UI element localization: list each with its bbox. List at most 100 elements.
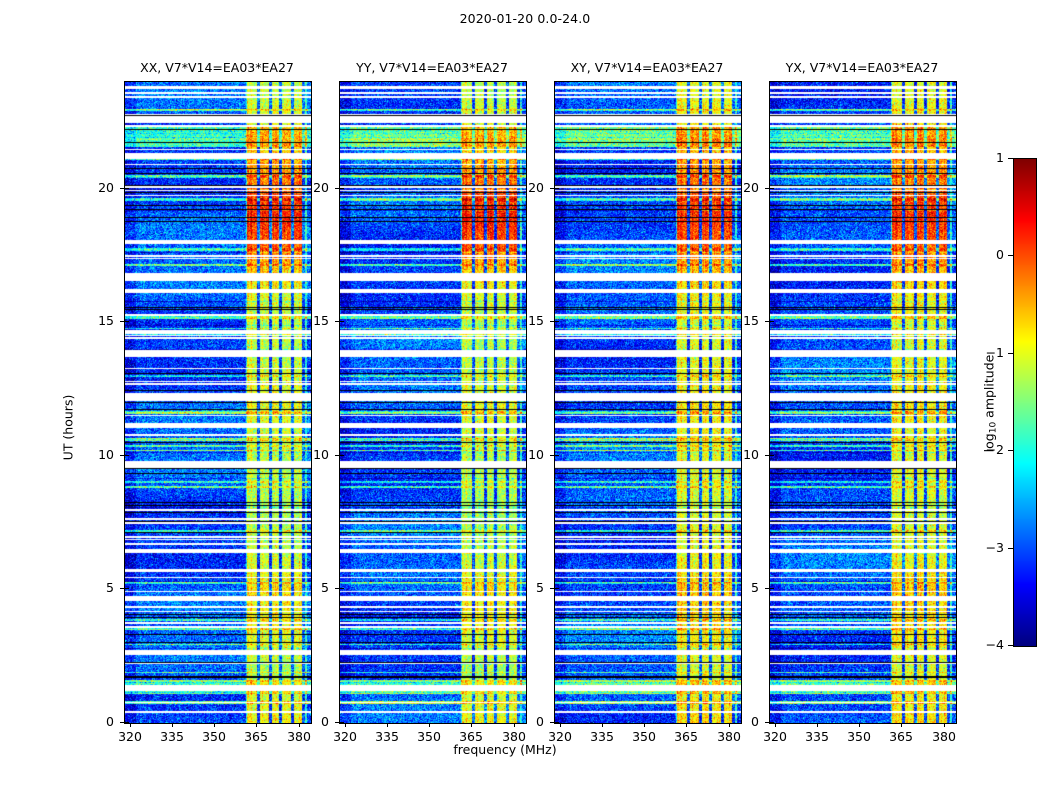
y-tick-label: 10: [528, 447, 544, 462]
y-tick: [120, 722, 129, 723]
y-tick: [765, 722, 774, 723]
colorbar-tick: [1008, 450, 1013, 451]
y-tick: [335, 321, 344, 322]
y-tick-label: 0: [106, 714, 114, 729]
colorbar-tick: [1008, 548, 1013, 549]
panel-title-xx: XX, V7*V14=EA03*EA27: [140, 60, 294, 75]
x-tick: [602, 723, 603, 727]
y-tick-label: 20: [743, 180, 759, 195]
y-tick-label: 5: [106, 580, 114, 595]
x-tick: [172, 723, 173, 727]
x-tick: [299, 723, 300, 727]
y-axis-label: UT (hours): [60, 394, 76, 461]
x-tick-label: 335: [375, 729, 399, 744]
colorbar-gradient: [1014, 159, 1036, 646]
x-tick-label: 365: [889, 729, 913, 744]
x-tick-label: 335: [160, 729, 184, 744]
figure-suptitle: 2020-01-20 0.0-24.0: [459, 11, 591, 26]
x-tick-label: 320: [118, 729, 142, 744]
y-tick: [550, 188, 559, 189]
panel-title-yy: YY, V7*V14=EA03*EA27: [356, 60, 508, 75]
y-tick: [765, 455, 774, 456]
y-tick: [550, 455, 559, 456]
x-tick: [944, 723, 945, 727]
x-tick: [345, 723, 346, 727]
x-tick: [256, 723, 257, 727]
y-tick-label: 10: [743, 447, 759, 462]
colorbar-tick-label: −3: [985, 540, 1004, 555]
panel-title-yx: YX, V7*V14=EA03*EA27: [785, 60, 939, 75]
x-tick: [429, 723, 430, 727]
colorbar-label: log10 amplitude: [982, 314, 999, 494]
colorbar-tick: [1008, 645, 1013, 646]
y-tick-label: 10: [313, 447, 329, 462]
y-tick: [335, 455, 344, 456]
spectrum-panel-yy[interactable]: [339, 81, 527, 724]
y-tick: [120, 321, 129, 322]
x-tick: [130, 723, 131, 727]
y-tick-label: 20: [313, 180, 329, 195]
colorbar-label-text: log10 amplitude: [981, 354, 999, 453]
spectrum-panel-xx[interactable]: [124, 81, 312, 724]
x-tick-label: 320: [548, 729, 572, 744]
x-tick-label: 365: [674, 729, 698, 744]
x-tick-label: 335: [805, 729, 829, 744]
y-tick-label: 5: [751, 580, 759, 595]
y-tick-label: 0: [751, 714, 759, 729]
colorbar-tick: [1008, 353, 1013, 354]
x-tick: [859, 723, 860, 727]
colorbar-tick-label: −4: [985, 637, 1004, 652]
y-tick-label: 15: [313, 313, 329, 328]
y-tick: [335, 722, 344, 723]
colorbar: [1013, 158, 1037, 647]
x-tick-label: 320: [333, 729, 357, 744]
spectrum-image-yx: [770, 82, 956, 723]
x-tick-label: 350: [632, 729, 656, 744]
x-tick-label: 365: [459, 729, 483, 744]
x-tick-label: 335: [590, 729, 614, 744]
y-tick: [120, 588, 129, 589]
x-tick: [644, 723, 645, 727]
x-tick-label: 380: [502, 729, 526, 744]
x-tick-label: 380: [287, 729, 311, 744]
y-tick: [550, 321, 559, 322]
x-tick: [514, 723, 515, 727]
colorbar-tick-label: −1: [985, 345, 1004, 360]
x-tick: [686, 723, 687, 727]
y-tick-label: 0: [536, 714, 544, 729]
y-tick-label: 10: [98, 447, 114, 462]
x-tick-label: 350: [847, 729, 871, 744]
spectrum-image-xx: [125, 82, 311, 723]
panel-title-xy: XY, V7*V14=EA03*EA27: [570, 60, 724, 75]
y-tick: [120, 455, 129, 456]
y-tick: [765, 588, 774, 589]
x-tick: [471, 723, 472, 727]
x-tick-label: 350: [417, 729, 441, 744]
x-tick: [729, 723, 730, 727]
spectrum-panel-yx[interactable]: [769, 81, 957, 724]
x-tick: [901, 723, 902, 727]
colorbar-tick-label: −2: [985, 442, 1004, 457]
y-tick: [550, 722, 559, 723]
x-tick: [560, 723, 561, 727]
spectrum-image-xy: [555, 82, 741, 723]
x-tick-label: 380: [717, 729, 741, 744]
colorbar-tick: [1008, 158, 1013, 159]
spectrum-panel-xy[interactable]: [554, 81, 742, 724]
y-tick: [335, 188, 344, 189]
y-tick-label: 5: [536, 580, 544, 595]
y-tick-label: 20: [98, 180, 114, 195]
y-tick: [120, 188, 129, 189]
y-tick: [765, 188, 774, 189]
x-tick-label: 380: [932, 729, 956, 744]
y-tick-label: 15: [98, 313, 114, 328]
x-tick: [214, 723, 215, 727]
y-tick-label: 20: [528, 180, 544, 195]
y-tick: [765, 321, 774, 322]
colorbar-tick: [1008, 255, 1013, 256]
x-tick: [817, 723, 818, 727]
y-tick-label: 15: [528, 313, 544, 328]
x-axis-label: frequency (MHz): [453, 742, 557, 757]
y-tick-label: 15: [743, 313, 759, 328]
